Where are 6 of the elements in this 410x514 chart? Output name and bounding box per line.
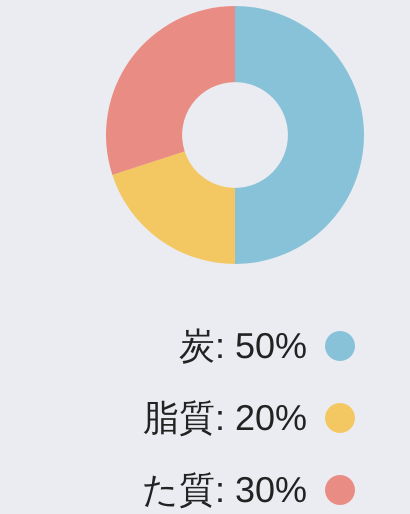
legend-label: 脂質: 20% xyxy=(142,397,307,438)
donut-slice xyxy=(106,6,235,175)
donut-slice xyxy=(235,6,364,264)
donut-slice xyxy=(112,151,235,264)
legend-label: た質: 30% xyxy=(142,469,307,510)
legend-label: 炭: 50% xyxy=(178,325,307,366)
